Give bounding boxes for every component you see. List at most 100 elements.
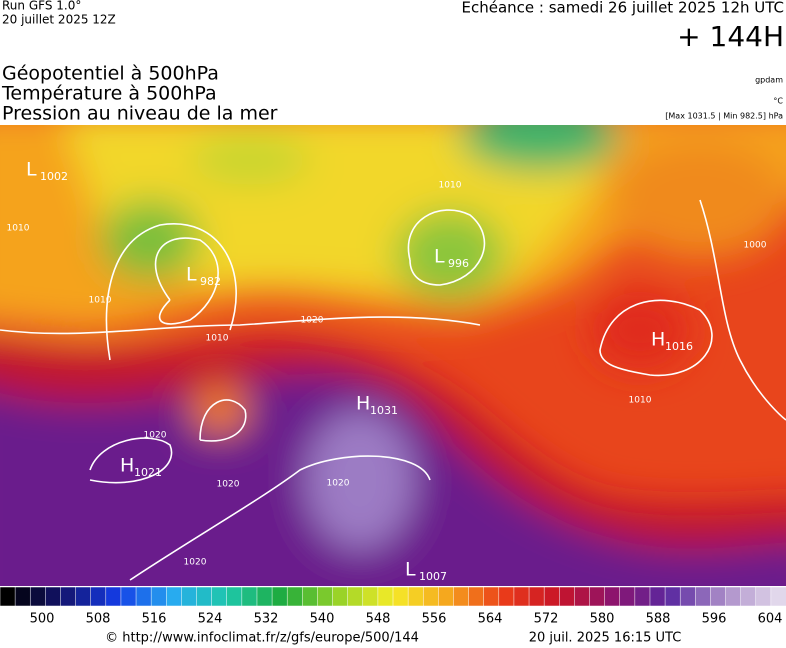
colorbar: 500 508 516 524 532 540 548 556 564 572 580 588 596 6… bbox=[0, 586, 786, 627]
isobar bbox=[105, 223, 237, 361]
isobar-label: 1010 bbox=[629, 396, 652, 406]
colorbar-tick-label: 508 bbox=[86, 612, 111, 627]
center-type: H bbox=[120, 455, 134, 477]
colorbar-swatch bbox=[256, 586, 273, 607]
colorbar-swatch bbox=[619, 586, 636, 607]
isobar-label: 1020 bbox=[301, 316, 324, 326]
colorbar-swatch bbox=[271, 586, 288, 607]
isobar-label: 1000 bbox=[744, 241, 767, 251]
colorbar-swatch bbox=[362, 586, 379, 607]
isobar bbox=[407, 209, 486, 286]
footer-url: © http://www.infoclimat.fr/z/gfs/europe/… bbox=[105, 631, 419, 646]
isobar bbox=[129, 455, 431, 581]
colorbar-swatch bbox=[347, 586, 364, 607]
center-value: 1016 bbox=[665, 340, 693, 353]
isobar bbox=[699, 199, 786, 421]
isobar bbox=[199, 399, 247, 442]
center-value: 982 bbox=[200, 275, 221, 288]
isobar-label: 1010 bbox=[89, 296, 112, 306]
colorbar-swatch bbox=[332, 586, 349, 607]
isobar bbox=[154, 237, 219, 325]
colorbar-swatch bbox=[438, 586, 455, 607]
colorbar-tick-label: 572 bbox=[534, 612, 559, 627]
colorbar-swatch bbox=[196, 586, 213, 607]
colorbar-swatch bbox=[664, 586, 681, 607]
colorbar-swatch bbox=[105, 586, 122, 607]
colorbar-tick-label: 604 bbox=[758, 612, 783, 627]
colorbar-tick-label: 500 bbox=[30, 612, 55, 627]
isobar-label: 1020 bbox=[184, 558, 207, 568]
colorbar-swatch bbox=[679, 586, 697, 607]
colorbar-swatch bbox=[317, 586, 334, 607]
center-value: 1002 bbox=[40, 170, 68, 183]
colorbar-swatch bbox=[770, 586, 786, 607]
colorbar-swatch bbox=[60, 586, 77, 607]
colorbar-swatch bbox=[559, 586, 576, 607]
colorbar-swatch bbox=[90, 586, 107, 607]
echeance: Echéance : samedi 26 juillet 2025 12h UT… bbox=[462, 0, 784, 17]
colorbar-swatch bbox=[29, 586, 47, 607]
colorbar-swatch bbox=[589, 586, 606, 607]
title-line: Pression au niveau de la mer bbox=[2, 103, 278, 125]
map bbox=[0, 125, 786, 586]
lead-time: + 144H bbox=[677, 20, 784, 53]
isobar-label: 1010 bbox=[439, 181, 462, 191]
colorbar-swatch bbox=[407, 586, 424, 607]
colorbar-tick-label: 556 bbox=[422, 612, 447, 627]
isobar bbox=[89, 437, 173, 484]
unit-label: gpdam bbox=[755, 76, 783, 85]
colorbar-swatch bbox=[710, 586, 727, 607]
isobar-label: 1020 bbox=[217, 480, 240, 490]
colorbar-swatch bbox=[634, 586, 651, 607]
colorbar-swatch bbox=[695, 586, 712, 607]
colorbar-swatch bbox=[513, 586, 530, 607]
colorbar-swatch bbox=[453, 586, 470, 607]
colorbar-swatch bbox=[422, 586, 440, 607]
unit-label: °C bbox=[773, 97, 783, 106]
run-label: Run GFS 1.0° bbox=[2, 0, 81, 13]
colorbar-swatch bbox=[543, 586, 561, 607]
center-type: L bbox=[186, 264, 197, 286]
colorbar-tick-label: 548 bbox=[366, 612, 391, 627]
center-type: L bbox=[26, 159, 37, 181]
colorbar-swatch bbox=[181, 586, 198, 607]
colorbar-swatch bbox=[0, 586, 16, 607]
colorbar-swatch bbox=[574, 586, 591, 607]
colorbar-swatch bbox=[120, 586, 137, 607]
pressure-center: L 982 bbox=[186, 264, 221, 289]
center-type: H bbox=[651, 329, 665, 351]
colorbar-tick-label: 580 bbox=[590, 612, 615, 627]
colorbar-tick-label: 564 bbox=[478, 612, 503, 627]
colorbar-tick-label: 532 bbox=[254, 612, 279, 627]
colorbar-swatch bbox=[528, 586, 545, 607]
isobar-label: 1020 bbox=[327, 479, 350, 489]
colorbar-swatch bbox=[150, 586, 168, 607]
isobar-label: 1010 bbox=[206, 334, 229, 344]
center-value: 1007 bbox=[419, 570, 447, 583]
colorbar-swatch bbox=[498, 586, 515, 607]
center-type: L bbox=[434, 246, 445, 268]
colorbar-swatch bbox=[135, 586, 152, 607]
pressure-center: L 1007 bbox=[405, 559, 447, 584]
center-value: 996 bbox=[448, 257, 469, 270]
colorbar-swatch bbox=[649, 586, 666, 607]
colorbar-swatch bbox=[226, 586, 243, 607]
center-value: 1021 bbox=[134, 466, 162, 479]
colorbar-swatch bbox=[166, 586, 183, 607]
colorbar-swatch bbox=[755, 586, 772, 607]
colorbar-tick-label: 516 bbox=[142, 612, 167, 627]
isobar bbox=[599, 299, 713, 377]
colorbar-swatch bbox=[725, 586, 742, 607]
colorbar-swatch bbox=[377, 586, 394, 607]
colorbar-swatch bbox=[14, 586, 31, 607]
center-value: 1031 bbox=[370, 404, 398, 417]
isobar-label: 1010 bbox=[7, 224, 30, 234]
colorbar-tick-label: 596 bbox=[702, 612, 727, 627]
unit-label: [Max 1031.5 | Min 982.5] hPa bbox=[665, 112, 783, 121]
pressure-center: H 1021 bbox=[120, 455, 162, 480]
colorbar-swatch bbox=[75, 586, 92, 607]
colorbar-tick-label: 540 bbox=[310, 612, 335, 627]
